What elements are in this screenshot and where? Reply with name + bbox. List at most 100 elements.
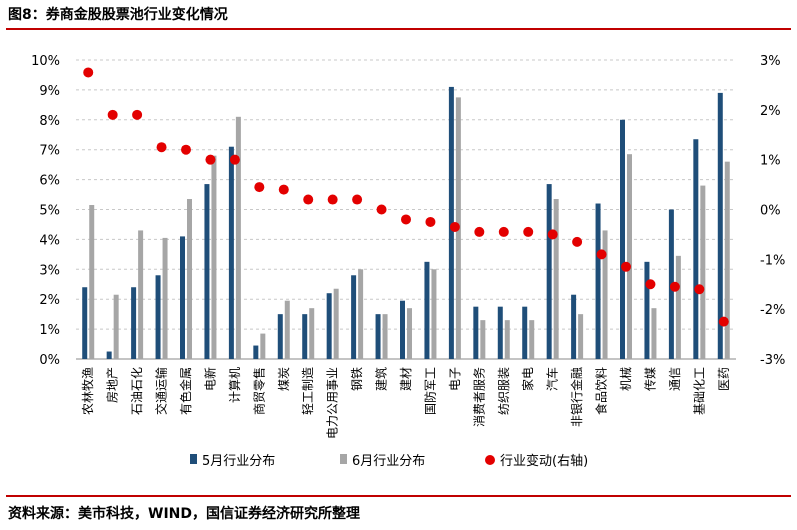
change-point: [474, 226, 485, 237]
bar-june: [358, 269, 364, 359]
category-label: 煤炭: [277, 367, 291, 391]
category-label: 交通运输: [154, 367, 169, 415]
bar-may: [106, 351, 112, 359]
change-point: [621, 261, 631, 272]
bar-june: [89, 205, 95, 359]
bar-may: [546, 184, 552, 359]
legend-swatch-change: [485, 455, 495, 465]
chart: 0% 1% 2% 3% 4% 5% 6% 7% 8% 9% 10% -3% -2% -1% 0% 1% 2% 3…: [31, 54, 785, 469]
bar-may: [228, 146, 234, 359]
gridlines: [76, 59, 736, 360]
bar-june: [407, 308, 412, 359]
change-point: [156, 142, 167, 153]
bar-june: [235, 116, 241, 359]
bar-may: [644, 261, 650, 359]
change-point: [303, 194, 314, 205]
left-tick-label: 2%: [39, 293, 60, 308]
category-label: 房地产: [105, 367, 120, 403]
bar-may: [424, 261, 430, 359]
change-point: [327, 194, 338, 205]
bar-june: [309, 308, 315, 359]
left-tick-label: 5%: [39, 204, 60, 219]
bar-may: [155, 275, 161, 359]
bar-may: [180, 236, 185, 359]
change-point: [352, 194, 363, 205]
right-tick-label: -3%: [760, 353, 785, 368]
category-label: 计算机: [227, 367, 242, 403]
change-point: [694, 284, 705, 295]
left-tick-label: 7%: [39, 144, 60, 159]
change-point: [254, 182, 265, 193]
category-label: 电子: [448, 367, 462, 391]
right-tick-label: -2%: [760, 303, 785, 318]
bar-june: [504, 320, 510, 359]
legend-swatch-may: [190, 454, 197, 464]
category-label: 传媒: [642, 367, 657, 391]
right-tick-label: -1%: [760, 253, 785, 268]
change-point: [229, 154, 240, 165]
change-point: [572, 236, 583, 247]
category-label: 钢铁: [350, 367, 364, 391]
source-note: 资料来源：美市科技，WIND，国信证券经济研究所整理: [8, 506, 360, 522]
category-label: 国防军工: [422, 367, 437, 415]
left-tick-label: 10%: [31, 54, 60, 69]
bar-june: [333, 288, 339, 359]
right-tick-label: 0%: [760, 204, 781, 219]
bar-may: [253, 345, 259, 359]
bar-june: [138, 230, 144, 359]
change-point: [278, 184, 289, 195]
category-label: 农林牧渔: [81, 367, 95, 415]
category-label: 有色金属: [178, 367, 193, 415]
bar-may: [595, 203, 601, 359]
bar-june: [700, 185, 706, 359]
legend-swatch-june: [340, 454, 347, 464]
change-point: [401, 214, 411, 225]
category-label: 非银行金融: [569, 367, 584, 427]
bar-june: [651, 308, 657, 359]
change-point: [132, 109, 143, 120]
category-label: 电力公用事业: [326, 367, 340, 439]
bar-june: [431, 269, 437, 359]
legend: 5月行业分布 6月行业分布 行业变动(右轴): [190, 453, 588, 469]
right-tick-label: 2%: [760, 104, 781, 119]
bar-june: [187, 199, 192, 359]
change-point: [181, 144, 191, 155]
bar-june: [578, 314, 584, 359]
category-label: 汽车: [545, 367, 560, 391]
bars: [82, 86, 730, 359]
change-point: [596, 249, 607, 260]
bar-may: [277, 314, 283, 359]
category-label: 食品饮料: [594, 367, 609, 415]
left-tick-label: 3%: [39, 263, 60, 278]
category-label: 建筑: [374, 367, 389, 391]
category-label: 医药: [717, 367, 731, 391]
bar-june: [162, 237, 168, 359]
bar-may: [131, 287, 137, 359]
category-label: 基础化工: [692, 367, 706, 415]
change-point: [107, 109, 118, 120]
change-point: [718, 316, 729, 327]
bar-may: [82, 287, 88, 359]
category-label: 通信: [668, 367, 682, 391]
change-point: [498, 226, 509, 237]
bar-may: [375, 314, 381, 359]
left-tick-label: 4%: [39, 233, 60, 248]
bar-may: [351, 275, 357, 359]
category-label: 电新: [202, 367, 217, 391]
bar-may: [693, 139, 699, 359]
change-point: [645, 279, 656, 290]
bar-may: [473, 306, 479, 359]
category-label: 轻工制造: [301, 367, 315, 415]
left-tick-label: 9%: [39, 84, 60, 99]
left-tick-label: 8%: [39, 114, 60, 129]
left-tick-label: 6%: [39, 174, 60, 189]
bar-june: [724, 161, 730, 359]
bar-may: [400, 300, 405, 359]
change-point: [425, 216, 436, 227]
category-label: 商贸零售: [251, 367, 266, 415]
bar-june: [260, 333, 266, 359]
legend-label-june: 6月行业分布: [352, 454, 425, 469]
bar-june: [529, 320, 535, 359]
category-label: 建材: [399, 367, 413, 391]
bar-may: [204, 184, 210, 359]
